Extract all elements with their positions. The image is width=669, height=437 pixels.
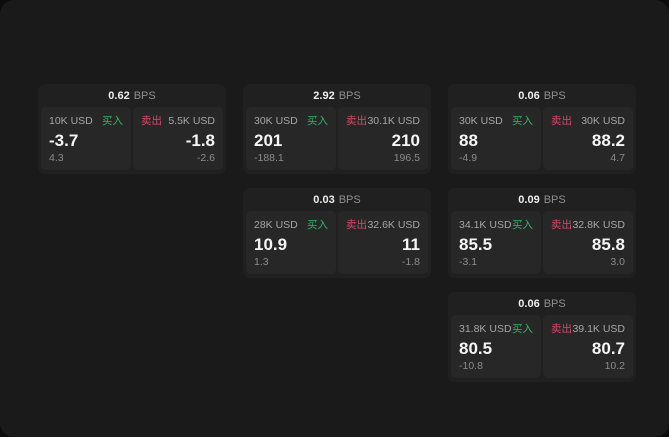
quote-card: 0.09 BPS 34.1K USD 买入 85.5 -3.1 卖出 xyxy=(448,188,636,278)
buy-label: 买入 xyxy=(512,115,533,127)
bps-value: 0.03 xyxy=(313,193,335,206)
quote-card: 0.03 BPS 28K USD 买入 10.9 1.3 卖出 xyxy=(243,188,431,278)
sell-label: 卖出 xyxy=(551,219,572,231)
sell-sub-value: -1.8 xyxy=(401,256,420,268)
sell-label: 卖出 xyxy=(141,115,162,127)
sell-quote-panel[interactable]: 卖出 32.8K USD 85.8 3.0 xyxy=(543,211,633,274)
bps-unit: BPS xyxy=(543,89,566,102)
card-header: 0.06 BPS xyxy=(451,84,633,107)
buy-quote-panel[interactable]: 10K USD 买入 -3.7 4.3 xyxy=(41,107,131,170)
buy-price: 80.5 xyxy=(459,338,493,358)
buy-sub-value: 1.3 xyxy=(254,256,269,268)
buy-price: 88 xyxy=(459,130,478,150)
sell-amount: 5.5K USD xyxy=(168,114,215,127)
sell-label: 卖出 xyxy=(346,115,367,127)
buy-price: -3.7 xyxy=(49,130,79,150)
sell-sub-value: 3.0 xyxy=(610,256,625,268)
sell-price: -1.8 xyxy=(185,130,215,150)
buy-price: 85.5 xyxy=(459,234,493,254)
sell-amount: 32.8K USD xyxy=(572,218,625,231)
sell-amount: 39.1K USD xyxy=(572,322,625,335)
buy-price: 10.9 xyxy=(254,234,288,254)
sell-quote-panel[interactable]: 卖出 30K USD 88.2 4.7 xyxy=(543,107,633,170)
sell-sub-value: -2.6 xyxy=(196,152,215,164)
buy-amount: 30K USD xyxy=(459,114,503,127)
sell-sub-value: 4.7 xyxy=(610,152,625,164)
sell-label: 卖出 xyxy=(346,219,367,231)
sell-price: 80.7 xyxy=(591,338,625,358)
sell-label: 卖出 xyxy=(551,115,572,127)
bps-value: 2.92 xyxy=(313,89,335,102)
sell-quote-panel[interactable]: 卖出 39.1K USD 80.7 10.2 xyxy=(543,315,633,378)
sell-amount: 32.6K USD xyxy=(367,218,420,231)
buy-quote-panel[interactable]: 31.8K USD 买入 80.5 -10.8 xyxy=(451,315,541,378)
buy-label: 买入 xyxy=(307,115,328,127)
sell-quote-panel[interactable]: 卖出 30.1K USD 210 196.5 xyxy=(338,107,428,170)
bps-value: 0.62 xyxy=(108,89,130,102)
card-header: 0.03 BPS xyxy=(246,188,428,211)
buy-sub-value: -3.1 xyxy=(459,256,478,268)
bps-value: 0.06 xyxy=(518,297,540,310)
bps-value: 0.06 xyxy=(518,89,540,102)
sell-amount: 30K USD xyxy=(581,114,625,127)
quote-card: 0.06 BPS 31.8K USD 买入 80.5 -10.8 卖 xyxy=(448,292,636,382)
card-header: 0.62 BPS xyxy=(41,84,223,107)
sell-price: 88.2 xyxy=(591,130,625,150)
buy-label: 买入 xyxy=(102,115,123,127)
buy-label: 买入 xyxy=(512,323,533,335)
bps-unit: BPS xyxy=(338,89,361,102)
buy-sub-value: -10.8 xyxy=(459,360,483,372)
sell-amount: 30.1K USD xyxy=(367,114,420,127)
buy-amount: 10K USD xyxy=(49,114,93,127)
buy-amount: 30K USD xyxy=(254,114,298,127)
bps-unit: BPS xyxy=(543,193,566,206)
bps-unit: BPS xyxy=(338,193,361,206)
buy-label: 买入 xyxy=(512,219,533,231)
buy-amount: 28K USD xyxy=(254,218,298,231)
sell-price: 210 xyxy=(391,130,420,150)
sell-quote-panel[interactable]: 卖出 32.6K USD 11 -1.8 xyxy=(338,211,428,274)
buy-quote-panel[interactable]: 28K USD 买入 10.9 1.3 xyxy=(246,211,336,274)
sell-price: 11 xyxy=(402,234,420,254)
bps-unit: BPS xyxy=(543,297,566,310)
buy-sub-value: -188.1 xyxy=(254,152,284,164)
card-header: 0.06 BPS xyxy=(451,292,633,315)
quote-card-grid: 0.62 BPS 10K USD 买入 -3.7 4.3 卖出 xyxy=(38,84,636,382)
sell-sub-value: 196.5 xyxy=(393,152,420,164)
sell-quote-panel[interactable]: 卖出 5.5K USD -1.8 -2.6 xyxy=(133,107,223,170)
buy-quote-panel[interactable]: 30K USD 买入 201 -188.1 xyxy=(246,107,336,170)
buy-sub-value: 4.3 xyxy=(49,152,64,164)
quote-card: 0.62 BPS 10K USD 买入 -3.7 4.3 卖出 xyxy=(38,84,226,174)
bps-value: 0.09 xyxy=(518,193,540,206)
quote-card: 2.92 BPS 30K USD 买入 201 -188.1 卖出 xyxy=(243,84,431,174)
buy-quote-panel[interactable]: 30K USD 买入 88 -4.9 xyxy=(451,107,541,170)
bps-unit: BPS xyxy=(133,89,156,102)
sell-sub-value: 10.2 xyxy=(604,360,625,372)
buy-quote-panel[interactable]: 34.1K USD 买入 85.5 -3.1 xyxy=(451,211,541,274)
buy-amount: 31.8K USD xyxy=(459,322,512,335)
buy-sub-value: -4.9 xyxy=(459,152,478,164)
card-header: 0.09 BPS xyxy=(451,188,633,211)
sell-label: 卖出 xyxy=(551,323,572,335)
buy-amount: 34.1K USD xyxy=(459,218,512,231)
card-header: 2.92 BPS xyxy=(246,84,428,107)
sell-price: 85.8 xyxy=(591,234,625,254)
buy-label: 买入 xyxy=(307,219,328,231)
quote-card: 0.06 BPS 30K USD 买入 88 -4.9 卖出 xyxy=(448,84,636,174)
buy-price: 201 xyxy=(254,130,283,150)
